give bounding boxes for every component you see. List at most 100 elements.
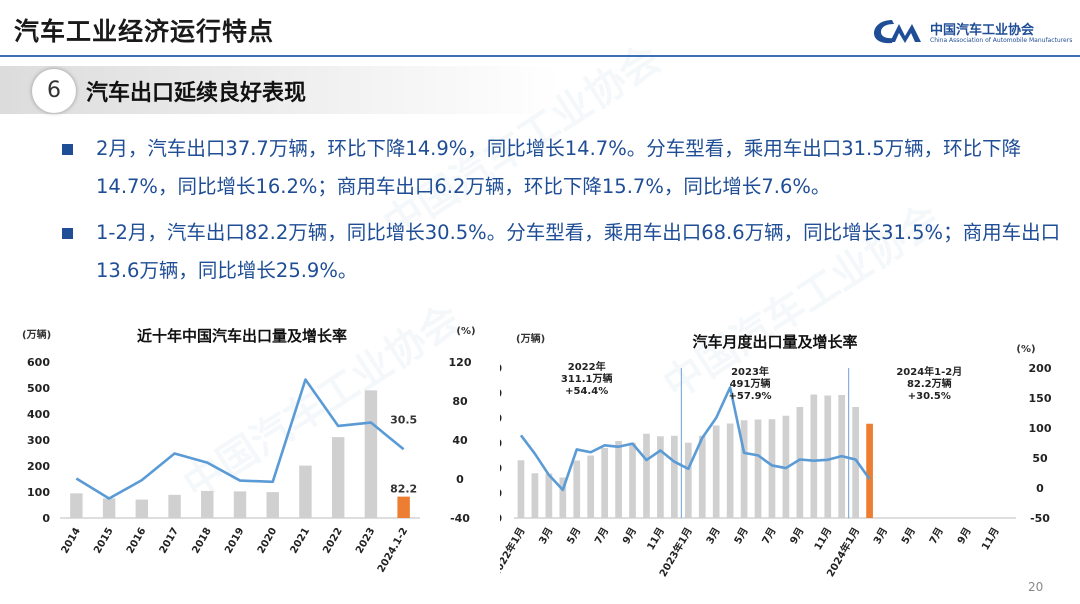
- left-tick-label: 400: [27, 408, 50, 421]
- bar: [866, 423, 873, 518]
- section-title: 汽车出口延续良好表现: [86, 81, 307, 106]
- right-tick-label: 0: [456, 473, 464, 486]
- bar: [684, 442, 692, 518]
- x-tick-label: 11月: [645, 526, 667, 553]
- page-title: 汽车工业经济运行特点: [14, 17, 275, 46]
- page-number: 20: [1028, 580, 1044, 594]
- logo-text-en: China Association of Automobile Manufact…: [930, 37, 1073, 44]
- bar: [740, 420, 748, 518]
- right-tick-label: -40: [450, 512, 470, 525]
- bar: [671, 435, 678, 518]
- left-axis-unit: (万辆): [516, 332, 545, 345]
- bar: [754, 419, 762, 518]
- left-tick-label: 100: [27, 486, 50, 499]
- left-tick-label: 500: [27, 382, 50, 395]
- right-tick-label: 200: [1029, 362, 1052, 375]
- right-axis-unit: (%): [1016, 344, 1035, 355]
- section-band: [0, 66, 560, 114]
- x-tick-label: 3月: [537, 526, 556, 547]
- right-axis-unit: (%): [456, 326, 475, 337]
- x-tick-label: 2017: [158, 526, 181, 556]
- x-tick-label: 2015: [92, 526, 115, 556]
- annotation-volume: 491万辆: [730, 377, 771, 390]
- bullet-item: 1-2月，汽车出口82.2万辆，同比增长30.5%。分车型看，乘用车出口68.6…: [62, 214, 1062, 290]
- annotation-growth: +54.4%: [565, 386, 608, 397]
- monthly-export-chart: 汽车月度出口量及增长率 (万辆) (%) 0 10 20 30 40 50 60 -50 0 50 100…: [500, 332, 1052, 579]
- bullet-square-icon: [62, 144, 73, 155]
- bar: [233, 491, 247, 518]
- x-tick-label: 2016: [125, 526, 148, 556]
- annotation-year: 2024年1-2月: [896, 365, 962, 378]
- logo-text-cn: 中国汽车工业协会: [930, 23, 1035, 38]
- bullet-text: 1-2月，汽车出口82.2万辆，同比增长30.5%。分车型看，乘用车出口68.6…: [96, 221, 1061, 282]
- left-tick-label: 0: [500, 512, 502, 525]
- right-tick-label: -50: [1030, 512, 1050, 525]
- annotation-year: 2022年: [568, 360, 606, 373]
- header-divider: [0, 55, 1080, 57]
- bullet-text: 2月，汽车出口37.7万辆，环比下降14.9%，同比增长14.7%。分车型看，乘…: [96, 137, 1022, 198]
- bar: [299, 465, 312, 518]
- right-tick-label: 150: [1029, 392, 1052, 405]
- bar: [135, 499, 149, 518]
- left-tick-label: 50: [500, 387, 502, 400]
- right-tick-label: 80: [452, 395, 468, 408]
- x-tick-label: 2024.1-2: [376, 526, 410, 575]
- annual-export-chart: 近十年中国汽车出口量及增长率(万辆) (%)0100200300400500600…: [22, 326, 476, 575]
- bullet-list: 2月，汽车出口37.7万辆，环比下降14.9%，同比增长14.7%。分车型看，乘…: [62, 130, 1062, 298]
- right-tick-label: 100: [1029, 422, 1052, 435]
- left-tick-label: 600: [27, 356, 50, 369]
- bar: [601, 448, 608, 518]
- right-tick-label: 40: [452, 434, 468, 447]
- x-tick-label: 11月: [812, 526, 834, 553]
- bar: [796, 407, 804, 518]
- logo: 中国汽车工业协会 China Association of Automobile…: [872, 16, 1072, 50]
- bar: [629, 442, 636, 518]
- bar: [852, 407, 859, 518]
- right-tick-label: 0: [1036, 482, 1044, 495]
- x-tick-label: 2023: [354, 526, 377, 556]
- left-tick-label: 300: [27, 434, 50, 447]
- section-number: 6: [32, 69, 76, 113]
- x-tick-label: 3月: [704, 526, 723, 547]
- x-tick-label: 9月: [620, 526, 639, 547]
- x-tick-label: 7月: [760, 526, 779, 547]
- x-tick-label: 11月: [979, 526, 1001, 553]
- left-tick-label: 10: [500, 487, 502, 500]
- bar: [545, 473, 553, 518]
- chart-title: 近十年中国汽车出口量及增长率: [137, 327, 347, 345]
- bar: [824, 395, 832, 518]
- growth-data-label: 30.5: [390, 413, 417, 426]
- left-tick-label: 60: [500, 362, 502, 375]
- x-tick-label: 7月: [592, 526, 611, 547]
- x-tick-label: 2020: [256, 526, 279, 556]
- annotation-growth: +57.9%: [728, 391, 771, 402]
- bar: [559, 477, 567, 518]
- bar: [726, 423, 734, 518]
- annotation-growth: +30.5%: [908, 391, 951, 402]
- left-tick-label: 0: [42, 512, 50, 525]
- bar: [768, 419, 776, 518]
- left-tick-label: 30: [500, 437, 502, 450]
- x-tick-label: 5月: [564, 526, 583, 547]
- bar: [168, 494, 181, 518]
- caam-logo-icon: [874, 20, 921, 44]
- bar: [531, 473, 539, 518]
- x-tick-label: 2014: [60, 526, 83, 556]
- growth-line: [75, 378, 405, 500]
- bar: [587, 455, 595, 518]
- annotation-volume: 82.2万辆: [907, 377, 952, 390]
- x-tick-label: 2022: [321, 526, 344, 556]
- bar: [364, 390, 378, 518]
- left-tick-label: 20: [500, 462, 502, 475]
- bar: [698, 435, 706, 518]
- bar: [712, 425, 720, 518]
- bar: [573, 460, 581, 518]
- bar-data-label: 82.2: [390, 483, 417, 496]
- x-tick-label: 7月: [927, 526, 946, 547]
- x-tick-label: 5月: [732, 526, 751, 547]
- annotation-year: 2023年: [731, 365, 769, 378]
- growth-line: [519, 386, 871, 492]
- x-tick-label: 2021: [289, 526, 312, 556]
- x-tick-label: 2022年1月: [500, 525, 528, 579]
- header-bar: 汽车工业经济运行特点 中国汽车工业协会 China Association of…: [0, 0, 1080, 62]
